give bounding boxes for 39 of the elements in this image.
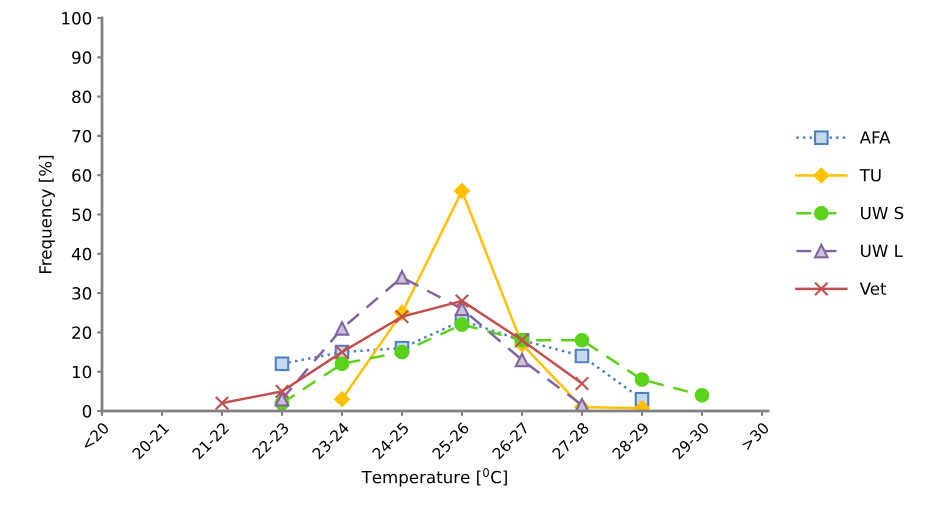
x-axis-title: Temperature [$^{0}$C]	[362, 468, 507, 487]
y-tick-label: 10	[72, 366, 92, 378]
y-tick-label: 20	[72, 326, 92, 339]
y-tick-label: 70	[72, 130, 92, 142]
legend-label: TU	[860, 169, 881, 182]
point	[334, 356, 350, 372]
point	[454, 317, 470, 332]
point	[214, 396, 230, 410]
point	[454, 183, 470, 199]
y-tick-label: 30	[72, 287, 92, 300]
y-tick-label: 60	[72, 169, 92, 182]
point	[634, 372, 650, 387]
point	[514, 352, 530, 368]
legend-label: UW L	[861, 244, 903, 258]
point	[274, 384, 290, 399]
point	[574, 348, 590, 364]
y-tick-label: 80	[72, 90, 92, 104]
y-axis-title: Frequency [%]	[38, 156, 55, 273]
point	[334, 321, 350, 336]
point	[454, 294, 470, 308]
point	[394, 270, 410, 285]
point	[334, 391, 350, 408]
y-tick-label: 50	[72, 208, 92, 222]
point	[274, 392, 290, 407]
legend-label: Vet	[860, 282, 886, 295]
point	[574, 376, 590, 391]
point	[454, 302, 470, 316]
y-tick-label: 100	[62, 12, 92, 25]
point	[694, 388, 710, 403]
point	[394, 344, 410, 360]
x-tick-label: <20	[80, 422, 110, 451]
point	[274, 356, 290, 372]
y-tick-label: 0	[82, 404, 92, 418]
y-tick-label: 90	[72, 51, 92, 64]
point	[574, 332, 590, 348]
legend-label: AFA	[860, 131, 890, 144]
point	[394, 309, 410, 324]
legend-label: UW S	[861, 206, 904, 220]
y-tick-label: 40	[72, 248, 92, 260]
